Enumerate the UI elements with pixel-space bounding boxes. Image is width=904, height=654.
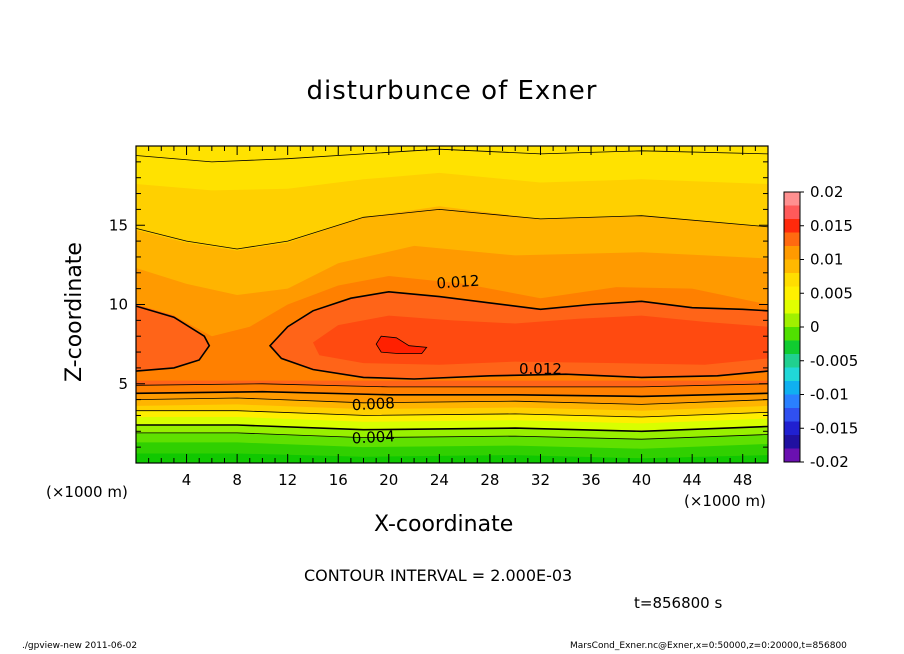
contour-label: 0.012 [519, 360, 562, 378]
colorbar-label: -0.01 [810, 386, 849, 404]
contour-lines [136, 148, 768, 440]
colorbar-swatch [784, 448, 800, 463]
contour-interval-text: CONTOUR INTERVAL = 2.000E-03 [304, 566, 573, 585]
colorbar-swatch [784, 273, 800, 287]
colorbar-label: 0 [810, 318, 820, 336]
contour-line-major [136, 305, 211, 372]
colorbar-swatch [784, 327, 800, 341]
contour-label: 0.012 [436, 272, 480, 293]
colorbar-swatch [784, 394, 800, 409]
x-tick-label: 16 [329, 471, 348, 489]
contour-line [136, 208, 768, 250]
y-tick-label: 10 [109, 296, 128, 314]
contour-line-major [136, 424, 768, 433]
x-tick-label: 4 [182, 471, 192, 489]
colorbar-swatch [784, 367, 800, 382]
time-label: t=856800 s [634, 594, 723, 612]
colorbar-swatch [784, 205, 800, 220]
x-tick-label: 40 [632, 471, 651, 489]
contour-peak [375, 335, 428, 354]
colorbar-swatch [784, 232, 800, 247]
colorbar-swatch [784, 354, 800, 368]
x-tick-label: 28 [480, 471, 499, 489]
x-tick-label: 24 [430, 471, 449, 489]
x-axis-label: X-coordinate [374, 512, 514, 537]
colorbar-swatch [784, 300, 800, 314]
contour-line [136, 432, 768, 440]
contour-line [136, 397, 768, 405]
y-tick-label: 15 [109, 216, 128, 234]
contour-line-major [268, 290, 768, 380]
colorbar-swatch [784, 246, 800, 260]
y-tick-label: 5 [118, 375, 128, 393]
colorbar-label: -0.005 [810, 352, 858, 370]
colorbar-swatch [784, 259, 800, 274]
colorbar-label: 0.015 [810, 217, 853, 235]
colorbar-swatch [784, 219, 800, 233]
x-tick-label: 44 [683, 471, 702, 489]
y-axis-label: Z-coordinate [62, 242, 87, 382]
x-tick-label: 48 [733, 471, 752, 489]
contour-line [136, 410, 768, 418]
colorbar-label: 0.02 [810, 183, 843, 201]
x-tick-label: 8 [232, 471, 242, 489]
x-unit-label-right: (×1000 m) [684, 492, 766, 510]
colorbar-label: -0.015 [810, 419, 858, 437]
colorbar-swatch [784, 286, 800, 301]
contour-label: 0.008 [351, 394, 395, 414]
x-tick-label: 36 [581, 471, 600, 489]
colorbar: 0.02 0.015 0.01 0.005 0 -0.005 -0.01 -0.015 -0.0… [783, 183, 858, 471]
colorbar-swatch [784, 192, 800, 206]
contour-labels: 0.012 0.012 0.008 0.004 [351, 272, 562, 448]
contour-band [136, 304, 210, 372]
colorbar-label: 0.01 [810, 251, 843, 269]
footer-right: MarsCond_Exner.nc@Exner,x=0:50000,z=0:20… [570, 641, 847, 651]
colorbar-label: 0.005 [810, 284, 853, 302]
colorbar-swatch [784, 435, 800, 449]
colorbar-swatch [784, 421, 800, 436]
colorbar-swatch [784, 381, 800, 395]
footer-left: ./gpview-new 2011-06-02 [22, 641, 138, 651]
x-tick-label: 20 [379, 471, 398, 489]
x-tick-label: 12 [278, 471, 297, 489]
contour-line-major [136, 390, 768, 398]
chart-title: disturbunce of Exner [306, 76, 598, 106]
colorbar-swatch [784, 313, 800, 328]
colorbar-swatch [784, 340, 800, 355]
contour-line [136, 148, 768, 163]
x-unit-label-left: (×1000 m) [46, 483, 128, 501]
contour-line [136, 383, 768, 388]
x-tick-label: 32 [531, 471, 550, 489]
contour-label: 0.004 [351, 427, 395, 447]
colorbar-label: -0.02 [810, 453, 849, 471]
contour-band [313, 315, 768, 365]
colorbar-swatch [784, 408, 800, 422]
